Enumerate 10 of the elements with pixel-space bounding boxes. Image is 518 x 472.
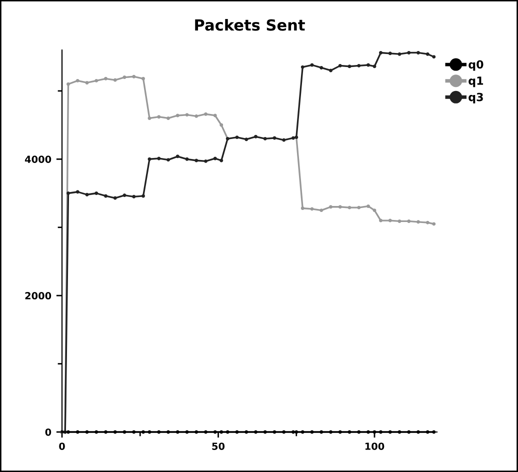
y-tick-label: 4000 — [24, 156, 52, 163]
y-tick-label: 2000 — [25, 292, 52, 300]
x-tick-label: 0 — [59, 442, 65, 450]
y-tick-label: 0 — [45, 428, 52, 436]
legend-label: q0 — [468, 60, 484, 71]
x-tick-label: 100 — [365, 442, 384, 450]
x-tick-label: 50 — [212, 442, 225, 450]
chart-title: Packets Sent — [195, 18, 305, 31]
legend-label: q1 — [468, 76, 484, 88]
legend-label: q3 — [468, 92, 483, 104]
